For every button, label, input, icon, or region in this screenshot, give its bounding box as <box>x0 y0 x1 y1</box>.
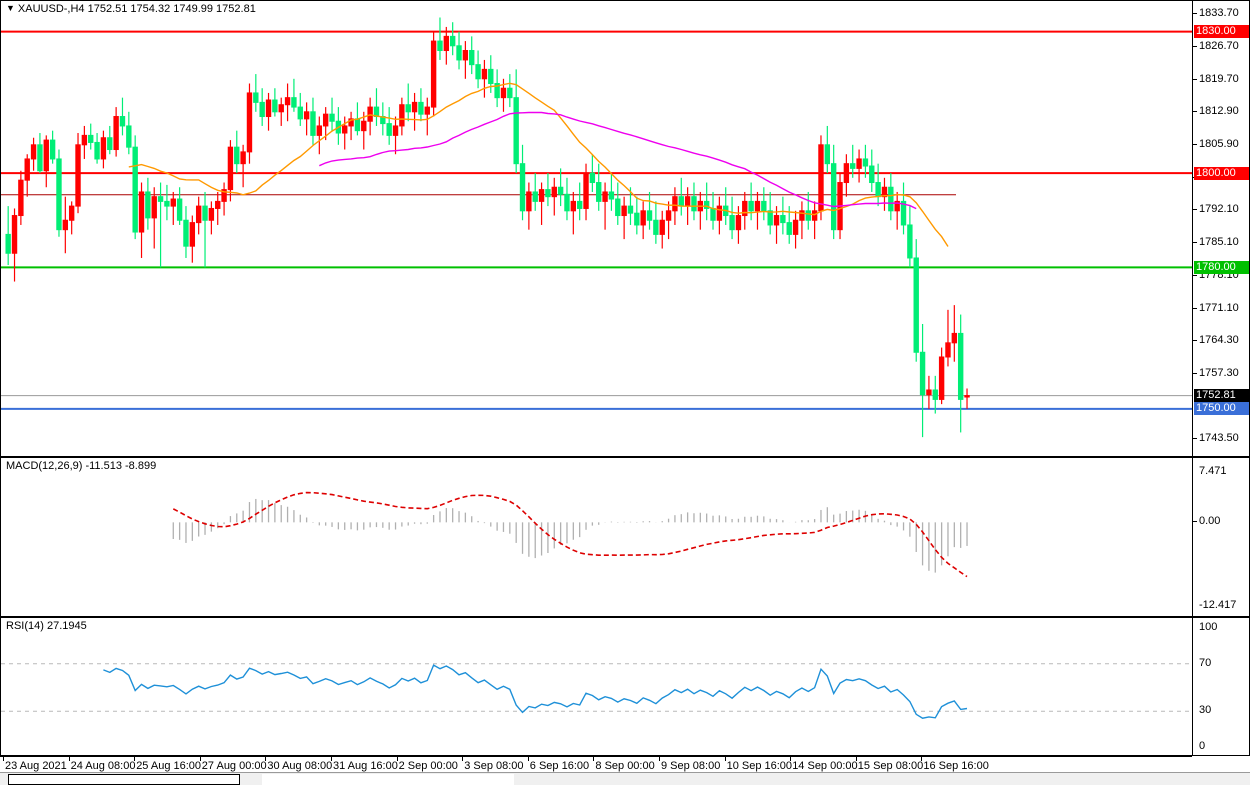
price-chart-pane[interactable]: ▼ XAUUSD-,H4 1752.51 1754.32 1749.99 1752… <box>0 0 1250 457</box>
time-label: 3 Sep 08:00 <box>464 760 524 772</box>
time-label: 9 Sep 08:00 <box>661 760 721 772</box>
time-label: 24 Aug 08:00 <box>70 760 136 772</box>
macd-axis[interactable]: 7.471 0.00 -12.417 <box>1192 458 1249 616</box>
status-bar <box>0 772 1250 785</box>
time-tick <box>593 757 595 761</box>
time-tick <box>527 757 529 761</box>
time-label: 27 Aug 00:00 <box>201 760 267 772</box>
terminal-tab-2[interactable] <box>262 774 514 785</box>
time-tick <box>134 757 136 761</box>
terminal-tab-1[interactable] <box>8 774 240 785</box>
time-tick <box>396 757 398 761</box>
rsi-pane-label: RSI(14) 27.1945 <box>6 620 87 632</box>
time-label: 16 Sep 16:00 <box>923 760 989 772</box>
macd-pane-label: MACD(12,26,9) -11.513 -8.899 <box>6 460 157 472</box>
symbol-ohlc-text: XAUUSD-,H4 1752.51 1754.32 1749.99 1752.… <box>17 3 256 15</box>
time-tick <box>921 757 923 761</box>
time-label: 23 Aug 2021 <box>5 760 67 772</box>
price-tag-resistance-1830[interactable]: 1830.00 <box>1194 25 1249 39</box>
price-pane-label: ▼ XAUUSD-,H4 1752.51 1754.32 1749.99 1752… <box>6 3 256 15</box>
rsi-indicator-pane[interactable]: RSI(14) 27.1945 100 70 30 0 <box>0 617 1250 756</box>
time-tick <box>724 757 726 761</box>
time-label: 14 Sep 00:00 <box>792 760 858 772</box>
price-tag-support-1780[interactable]: 1780.00 <box>1194 260 1249 274</box>
time-label: 10 Sep 16:00 <box>726 760 793 772</box>
time-label: 30 Aug 08:00 <box>267 760 333 772</box>
price-tag-last-price[interactable]: 1752.81 <box>1194 389 1249 403</box>
macd-indicator-pane[interactable]: MACD(12,26,9) -11.513 -8.899 7.471 0.00 -1… <box>0 457 1250 617</box>
price-tag-support-1750[interactable]: 1750.00 <box>1194 402 1249 416</box>
time-tick <box>199 757 201 761</box>
time-tick <box>659 757 660 761</box>
time-tick <box>265 757 267 761</box>
time-label: 2 Sep 00:00 <box>398 760 458 772</box>
time-label: 25 Aug 16:00 <box>136 760 202 772</box>
symbol-dropdown-icon[interactable]: ▼ <box>6 3 15 13</box>
time-label: 6 Sep 16:00 <box>529 760 590 772</box>
time-tick <box>68 757 70 761</box>
time-tick <box>790 757 792 761</box>
rsi-axis[interactable]: 100 70 30 0 <box>1192 618 1249 755</box>
time-label: 31 Aug 16:00 <box>333 760 398 772</box>
time-tick <box>462 757 464 761</box>
time-tick <box>331 757 332 761</box>
price-tag-resistance-1800[interactable]: 1800.00 <box>1194 166 1249 180</box>
time-label: 8 Sep 00:00 <box>595 760 655 772</box>
time-tick <box>3 757 4 761</box>
time-tick <box>855 757 857 761</box>
price-axis[interactable]: 1833.701826.701819.701812.901805.901798.… <box>1192 1 1249 456</box>
time-axis[interactable]: 23 Aug 2021 24 Aug 08:00 25 Aug 16:00 27 Au… <box>0 756 1192 776</box>
time-label: 15 Sep 08:00 <box>857 760 924 772</box>
